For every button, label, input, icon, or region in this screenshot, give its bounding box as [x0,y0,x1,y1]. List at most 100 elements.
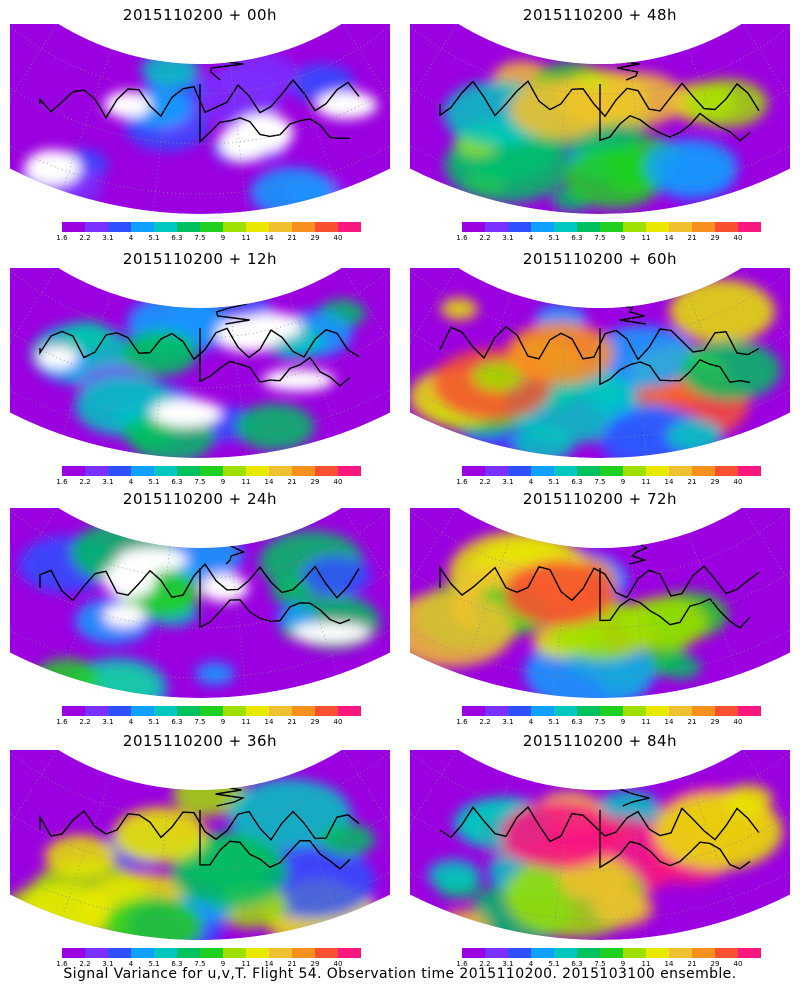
colorbar-swatch [315,466,338,476]
colorbar-label: 21 [287,478,297,486]
longitude-line [629,788,648,938]
colorbar-label: 21 [287,234,297,242]
latitude-line [10,571,390,629]
colorbar-swatch [292,706,315,716]
variance-blob [34,658,100,698]
panel-title: 2015110200 + 00h [122,6,278,24]
colorbar-label: 5.1 [148,960,160,968]
colorbar [462,466,761,476]
latitude-line [10,269,390,339]
colorbar-swatch [200,948,223,958]
colorbar-swatch [177,466,200,476]
colorbar [462,948,761,958]
colorbar-swatch [554,706,577,716]
colorbar-label: 5.1 [548,960,560,968]
colorbar-swatch [223,222,246,232]
colorbar-label: 3.1 [102,718,114,726]
colorbar-label: 9 [220,478,226,486]
coastline-path [199,810,351,870]
panel-title: 2015110200 + 24h [122,490,278,508]
colorbar-label: 40 [733,478,743,486]
variance-blob [582,379,619,402]
colorbar-swatch [692,466,715,476]
panel-title: 2015110200 + 36h [122,732,278,750]
colorbar-swatch [462,222,485,232]
variance-map [10,268,390,459]
colorbar-label: 40 [733,960,743,968]
longitude-line [461,48,512,191]
colorbar-label: 5.1 [548,718,560,726]
variance-map [410,268,790,459]
colorbar-label: 14 [264,718,274,726]
colorbar-swatch [485,948,508,958]
colorbar [62,706,361,716]
colorbar-swatch [600,466,623,476]
map-panel: 2015110200 + 48h 1.6 2.2 3.1 4 5.1 6.3 7.5 9 11 1… [400,0,800,242]
colorbar-swatch [200,222,223,232]
colorbar-label: 11 [241,960,251,968]
colorbar-swatch [108,466,131,476]
colorbar-swatch [715,466,738,476]
colorbar-label: 9 [220,718,226,726]
longitude-line [10,24,58,100]
colorbar-label: 40 [333,718,343,726]
colorbar-swatch [462,466,485,476]
colorbar-label: 5.1 [148,478,160,486]
no-data-area [24,149,81,187]
colorbar-swatch [692,948,715,958]
colorbar-label: 29 [310,718,320,726]
colorbar-swatch [554,222,577,232]
variance-blob [440,297,478,321]
variance-peak [510,79,610,139]
no-data-area [103,603,146,628]
variance-blob [564,148,664,209]
colorbar-label: 3.1 [502,718,514,726]
variance-blob [592,890,654,927]
colorbar-label: 14 [664,960,674,968]
variance-field [410,508,790,699]
colorbar-swatch [223,466,246,476]
latitude-line [410,87,790,145]
colorbar-label: 14 [664,478,674,486]
graticule [410,750,790,938]
coastline-path [599,568,751,629]
variance-blob [427,859,480,891]
variance-blob [472,360,524,392]
colorbar-swatch [315,948,338,958]
colorbar-swatch [485,466,508,476]
colorbar-swatch [508,222,531,232]
colorbar-label: 14 [664,234,674,242]
longitude-line [688,48,739,191]
graticule [10,750,390,938]
coastline-path [39,327,360,361]
colorbar-label: 6.3 [171,960,183,968]
colorbar [462,222,761,232]
colorbar-label: 3.1 [502,478,514,486]
longitude-line [552,306,571,456]
colorbar-swatch [338,706,361,716]
colorbar-label: 40 [733,234,743,242]
variance-blob [589,325,694,389]
colorbar-swatch [646,222,669,232]
colorbar-swatch [531,706,554,716]
variance-blob [680,340,781,401]
colorbar [62,222,361,232]
colorbar-label: 3.1 [102,960,114,968]
colorbar-swatch [738,948,761,958]
map-panel: 2015110200 + 12h 1.6 2.2 3.1 4 5.1 6.3 7.5 9 11 1… [0,244,400,486]
map-panel: 2015110200 + 72h 1.6 2.2 3.1 4 5.1 6.3 7.5 9 11 1… [400,484,800,726]
colorbar-label: 40 [733,718,743,726]
no-data-area [104,91,151,119]
latitude-line [10,813,390,871]
colorbar-swatch [269,948,292,958]
variance-blob [666,419,724,454]
colorbar-swatch [246,466,269,476]
variance-peak [122,330,198,376]
colorbar-label: 4 [128,478,134,486]
longitude-line [229,306,248,456]
longitude-line [461,532,512,675]
colorbar-swatch [223,706,246,716]
longitude-line [61,774,112,917]
coastline-path [439,565,760,602]
panel-title: 2015110200 + 12h [122,250,278,268]
